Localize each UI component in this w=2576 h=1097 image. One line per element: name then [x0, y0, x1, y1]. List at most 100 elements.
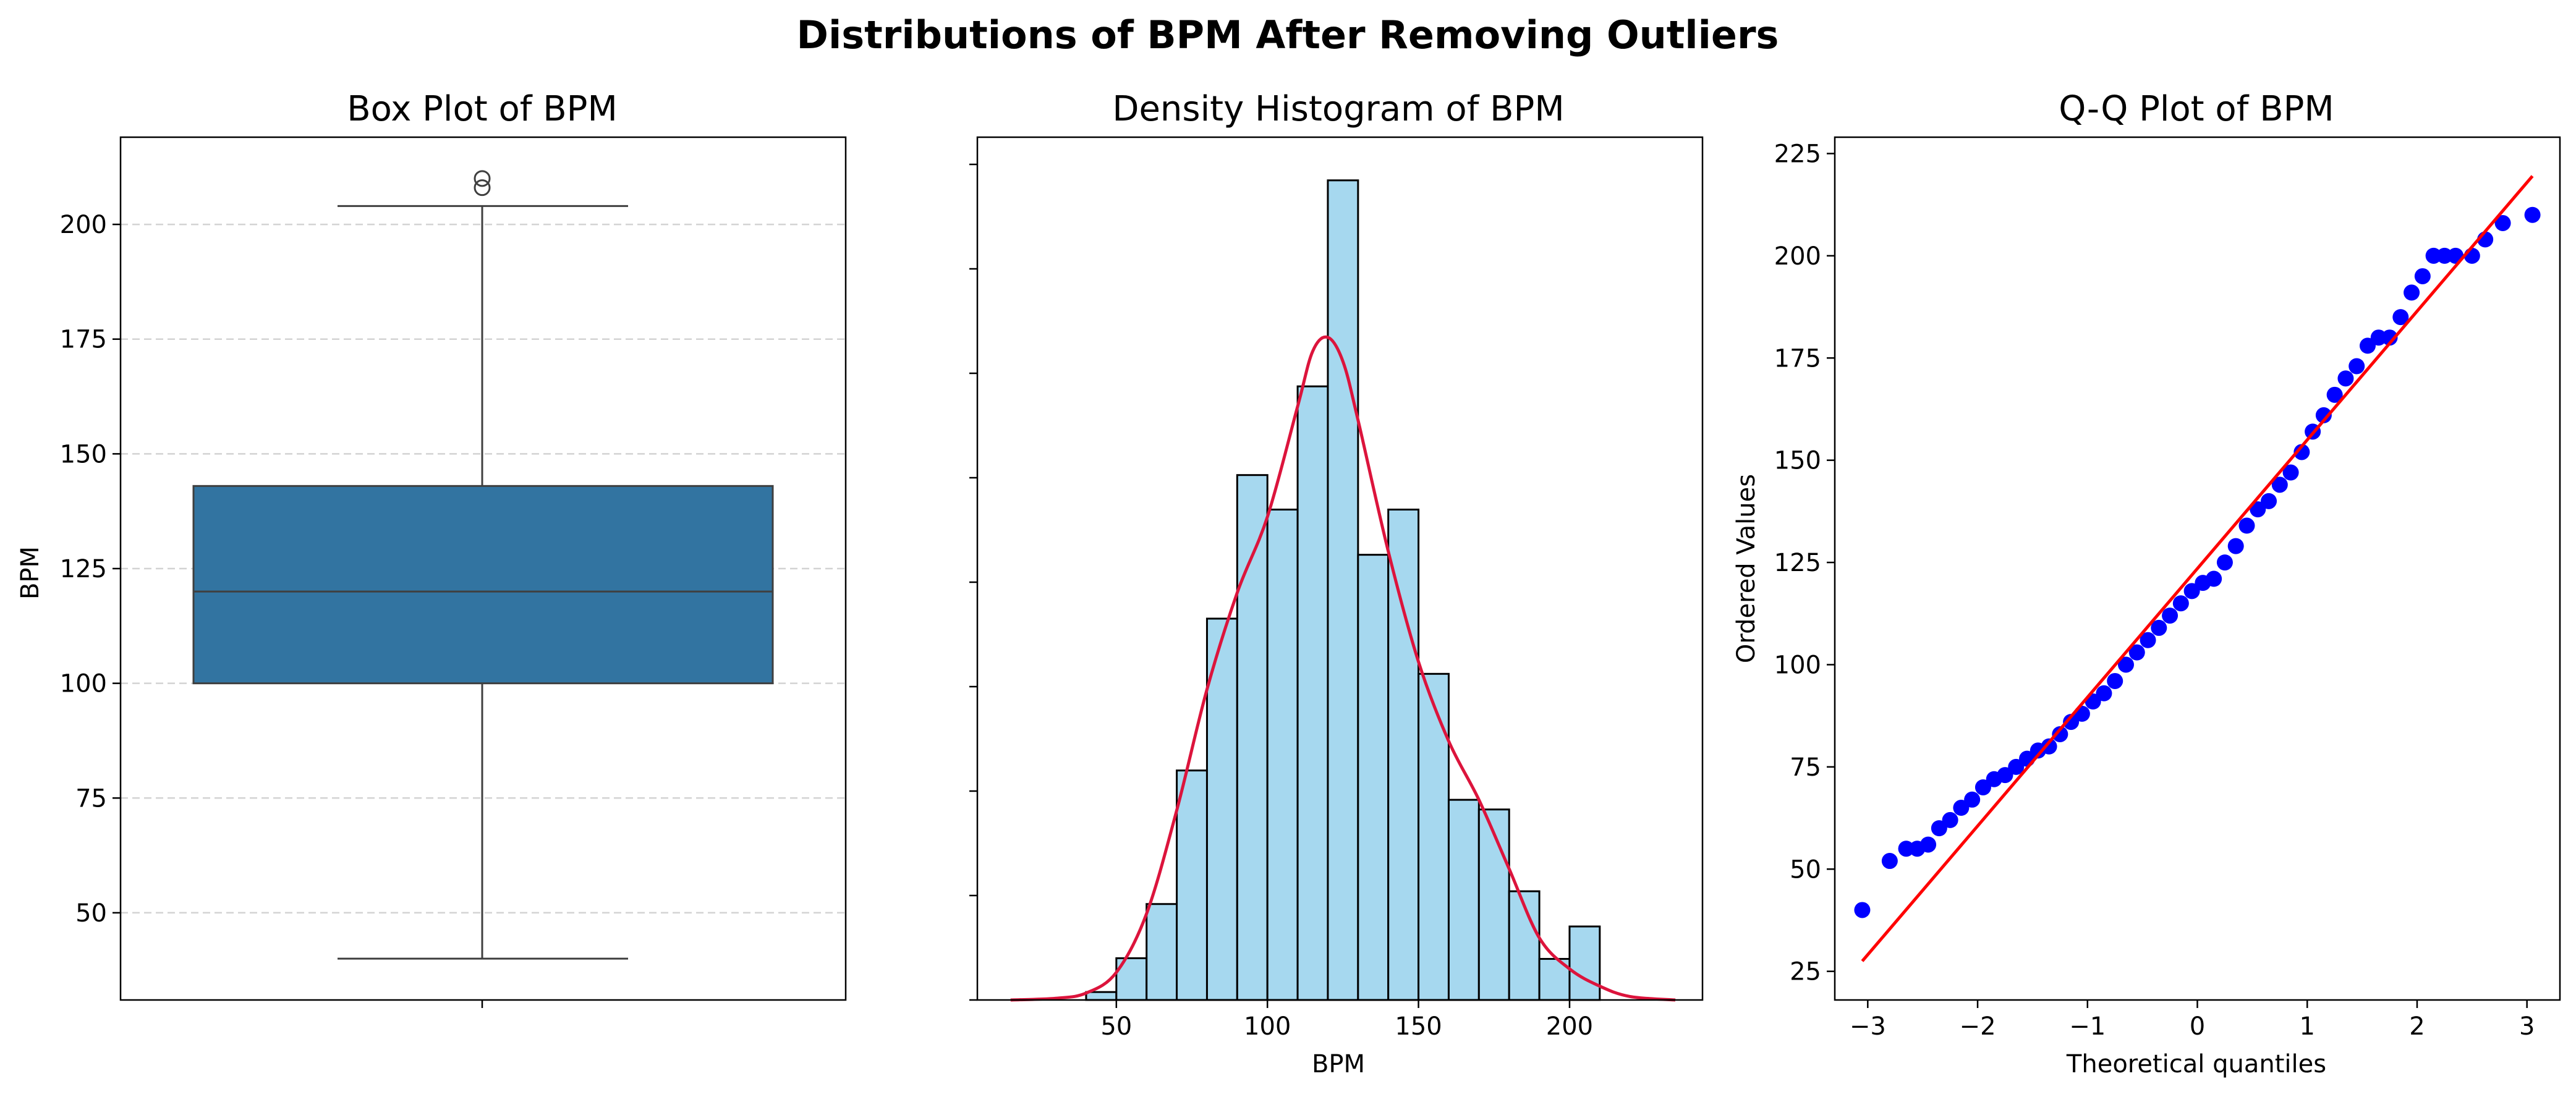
- qq-point: [2227, 538, 2244, 554]
- histogram-bar: [1266, 509, 1299, 1001]
- qq-point: [2140, 632, 2156, 648]
- histogram-bar: [1477, 808, 1510, 1001]
- histogram-bar: [1296, 385, 1329, 1001]
- qq-panel: Q-Q Plot of BPM Theoretical quantiles Or…: [1732, 89, 2561, 1078]
- boxplot-ytick-label: 200: [60, 211, 107, 239]
- qq-point: [2271, 476, 2288, 493]
- boxplot-outliers: [474, 170, 491, 197]
- qq-point: [2250, 501, 2266, 518]
- qq-point: [2162, 608, 2179, 624]
- qq-point: [2261, 493, 2277, 509]
- histogram-bar: [1176, 769, 1208, 1001]
- qq-ytick-label: 150: [1774, 447, 1821, 475]
- qq-xtick-label: 0: [2190, 1012, 2205, 1041]
- histogram-bar: [1418, 672, 1450, 1001]
- qq-point: [1975, 779, 1991, 795]
- qq-point: [2151, 619, 2167, 636]
- qq-ytick-label: 100: [1774, 651, 1821, 679]
- qq-ytick-label: 200: [1774, 242, 1821, 271]
- qq-points: [1854, 206, 2541, 918]
- qq-point: [2414, 268, 2431, 284]
- boxplot-box: [192, 485, 774, 685]
- qq-point: [2063, 714, 2080, 731]
- boxplot-outlier-point: [474, 179, 491, 197]
- qq-xtick-label: −1: [2069, 1012, 2106, 1041]
- boxplot-ytick-label: 125: [60, 555, 107, 583]
- histogram-bar: [1357, 554, 1390, 1001]
- histogram-frame: [976, 136, 1704, 1001]
- qq-xtick-label: 2: [2409, 1012, 2425, 1041]
- qq-point: [2370, 329, 2387, 346]
- qq-point: [1931, 820, 1947, 837]
- histogram-kde-line: [1010, 335, 1676, 1002]
- qq-point: [2381, 329, 2398, 346]
- qq-point: [2206, 570, 2222, 587]
- boxplot-yticks: 50 75 100 125 150 175 200: [60, 211, 121, 928]
- qq-point: [2107, 672, 2123, 689]
- qq-point: [2282, 464, 2299, 481]
- qq-ytick-label: 75: [1790, 753, 1821, 782]
- qq-point: [2326, 386, 2343, 403]
- figure-suptitle: Distributions of BPM After Removing Outl…: [797, 12, 1779, 57]
- qq-point: [2524, 206, 2541, 223]
- qq-point: [2216, 554, 2233, 571]
- qq-point: [1964, 791, 1981, 808]
- histogram-bar: [1387, 509, 1420, 1001]
- boxplot-ytick-label: 150: [60, 440, 107, 468]
- boxplot-ytick-label: 50: [75, 899, 107, 928]
- qq-xtick-label: −2: [1960, 1012, 1996, 1041]
- qq-point: [2183, 583, 2200, 599]
- qq-fit-line: [1861, 175, 2534, 962]
- qq-point: [2172, 595, 2189, 612]
- qq-ytick-label: 25: [1790, 958, 1821, 986]
- histogram-bar: [1146, 903, 1178, 1001]
- qq-point: [1854, 902, 1871, 918]
- histogram-bars: [1085, 179, 1601, 1001]
- qq-point: [2315, 407, 2332, 423]
- qq-point: [1898, 841, 1915, 857]
- boxplot-ylabel: BPM: [16, 546, 45, 599]
- qq-point: [1953, 800, 1970, 816]
- qq-xlabel: Theoretical quantiles: [2066, 1050, 2326, 1078]
- boxplot-ytick-label: 175: [60, 326, 107, 354]
- qq-point: [2052, 726, 2068, 742]
- qq-point: [2128, 644, 2145, 661]
- qq-point: [1920, 836, 1937, 853]
- qq-point: [2404, 284, 2420, 301]
- histogram-xlabel: BPM: [1312, 1050, 1365, 1078]
- qq-point: [2349, 358, 2365, 375]
- qq-point: [1997, 767, 2013, 784]
- histogram-xtick-label: 150: [1395, 1012, 1442, 1041]
- boxplot-ytick-label: 100: [60, 670, 107, 698]
- qq-yticks: 25 50 75 100 125 150 175 200 225: [1774, 140, 1835, 986]
- qq-frame: [1834, 136, 2561, 1001]
- histogram-bar: [1327, 179, 1359, 1001]
- qq-point: [2096, 685, 2112, 701]
- qq-point: [2238, 517, 2255, 534]
- histogram-panel: Density Histogram of BPM BPM 50 100 150 200: [969, 89, 1704, 1078]
- histogram-bar: [1568, 925, 1601, 1001]
- histogram-xtick-label: 100: [1244, 1012, 1291, 1041]
- qq-point: [2337, 370, 2354, 387]
- histogram-xtick-label: 50: [1100, 1012, 1132, 1041]
- boxplot-frame: [119, 136, 847, 1001]
- qq-point: [2425, 247, 2442, 264]
- boxplot-outlier-point: [474, 170, 491, 187]
- qq-point: [2359, 337, 2376, 354]
- qq-title: Q-Q Plot of BPM: [2059, 89, 2334, 129]
- qq-point: [1942, 811, 1958, 828]
- histogram-bar: [1085, 991, 1118, 1001]
- boxplot-ytick-label: 75: [75, 784, 107, 813]
- boxplot-panel: Box Plot of BPM BPM 50 75 100 125 150 175 200: [16, 89, 847, 1008]
- qq-point: [2293, 444, 2310, 460]
- histogram-title: Density Histogram of BPM: [1112, 89, 1564, 129]
- qq-xtick-label: 3: [2519, 1012, 2535, 1041]
- qq-ytick-label: 50: [1790, 855, 1821, 884]
- qq-point: [2494, 214, 2511, 231]
- qq-point: [2041, 738, 2057, 755]
- boxplot-title: Box Plot of BPM: [347, 89, 618, 129]
- qq-ytick-label: 175: [1774, 344, 1821, 373]
- qq-xtick-label: 1: [2300, 1012, 2315, 1041]
- qq-ylabel: Ordered Values: [1732, 474, 1761, 663]
